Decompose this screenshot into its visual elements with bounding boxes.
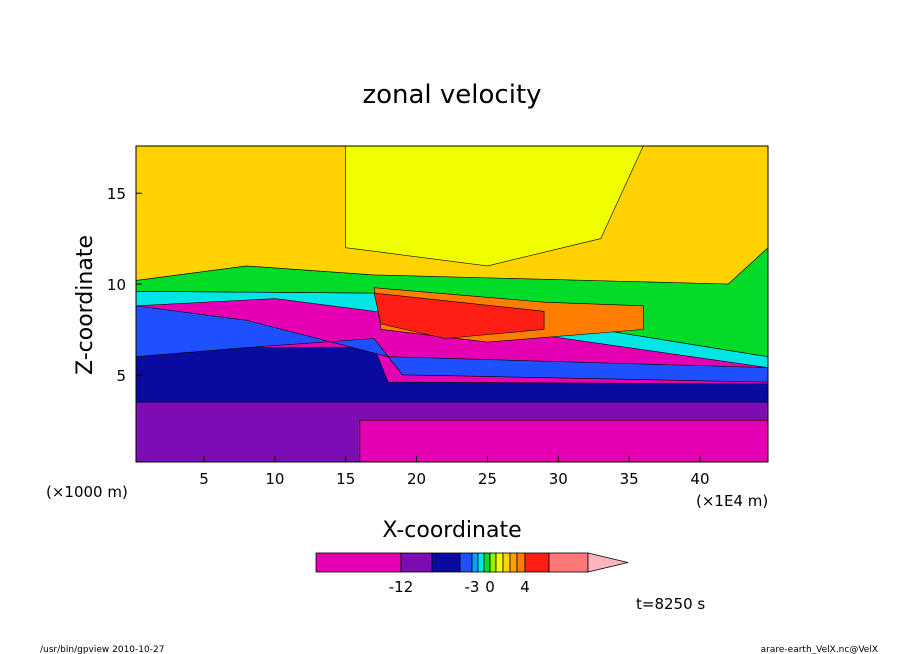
y-unit-label: (×1000 m) [46, 483, 128, 501]
x-tick-label: 10 [265, 470, 284, 488]
y-tick-label: 10 [107, 276, 126, 294]
colorbar-segment-1 [400, 552, 433, 573]
x-unit-label: (×1E4 m) [696, 492, 768, 510]
x-tick-label: 35 [620, 470, 639, 488]
colorbar-tick-label: 4 [520, 578, 530, 596]
colorbar-ticks: -12 -3 0 4 [389, 578, 530, 596]
y-axis: 5 10 15 [107, 185, 142, 385]
time-label: t=8250 s [636, 595, 705, 613]
colorbar-tick-label: 0 [485, 578, 495, 596]
colorbar [315, 552, 629, 573]
colorbar-segment-3 [459, 552, 473, 573]
contour-band-6 [345, 146, 644, 267]
contour-band-8 [373, 292, 545, 339]
x-axis-label: X-coordinate [382, 518, 521, 543]
colorbar-segment-10 [509, 552, 518, 573]
x-tick-label: 5 [199, 470, 209, 488]
colorbar-segment-9 [502, 552, 511, 573]
footer-file: arare-earth_VelX.nc@VelX [761, 645, 878, 654]
colorbar-segment-5 [477, 552, 485, 573]
colorbar-tick-label: -12 [389, 578, 414, 596]
y-axis-label: Z-coordinate [73, 235, 98, 375]
x-tick-label: 20 [407, 470, 426, 488]
colorbar-tick-label: -3 [465, 578, 480, 596]
colorbar-segment-12 [524, 552, 550, 573]
chart-title: zonal velocity [362, 80, 541, 110]
x-tick-label: 40 [690, 470, 709, 488]
colorbar-segment-6 [483, 552, 491, 573]
colorbar-segment-0 [315, 552, 402, 573]
colorbar-segment-2 [431, 552, 461, 573]
contour-band-0 [136, 401, 768, 462]
colorbar-segment-13 [548, 552, 589, 573]
colorbar-segment-4 [471, 552, 479, 573]
colorbar-segment-11 [516, 552, 526, 573]
colorbar-segment-7 [489, 552, 497, 573]
contour-bands [136, 146, 768, 462]
contour-band-2 [136, 305, 768, 383]
x-tick-label: 30 [549, 470, 568, 488]
y-tick-label: 5 [116, 367, 126, 385]
colorbar-arrow [587, 552, 629, 573]
plot-frame [135, 145, 769, 463]
x-tick-label: 25 [478, 470, 497, 488]
x-tick-label: 15 [336, 470, 355, 488]
y-tick-label: 15 [107, 185, 126, 203]
colorbar-segment-8 [495, 552, 504, 573]
footer-program: /usr/bin/gpview 2010-10-27 [40, 645, 164, 654]
x-axis: 5 10 15 20 25 30 35 40 [199, 456, 710, 488]
